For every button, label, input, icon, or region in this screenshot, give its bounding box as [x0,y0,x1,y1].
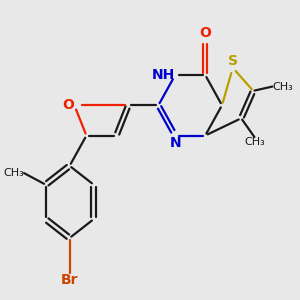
Text: CH₃: CH₃ [244,137,265,147]
Text: CH₃: CH₃ [272,82,293,92]
Text: O: O [62,98,74,112]
Text: Br: Br [61,273,78,286]
Text: N: N [169,136,181,150]
Text: CH₃: CH₃ [3,168,24,178]
Text: S: S [228,54,238,68]
Text: O: O [199,26,211,40]
Text: NH: NH [152,68,175,82]
